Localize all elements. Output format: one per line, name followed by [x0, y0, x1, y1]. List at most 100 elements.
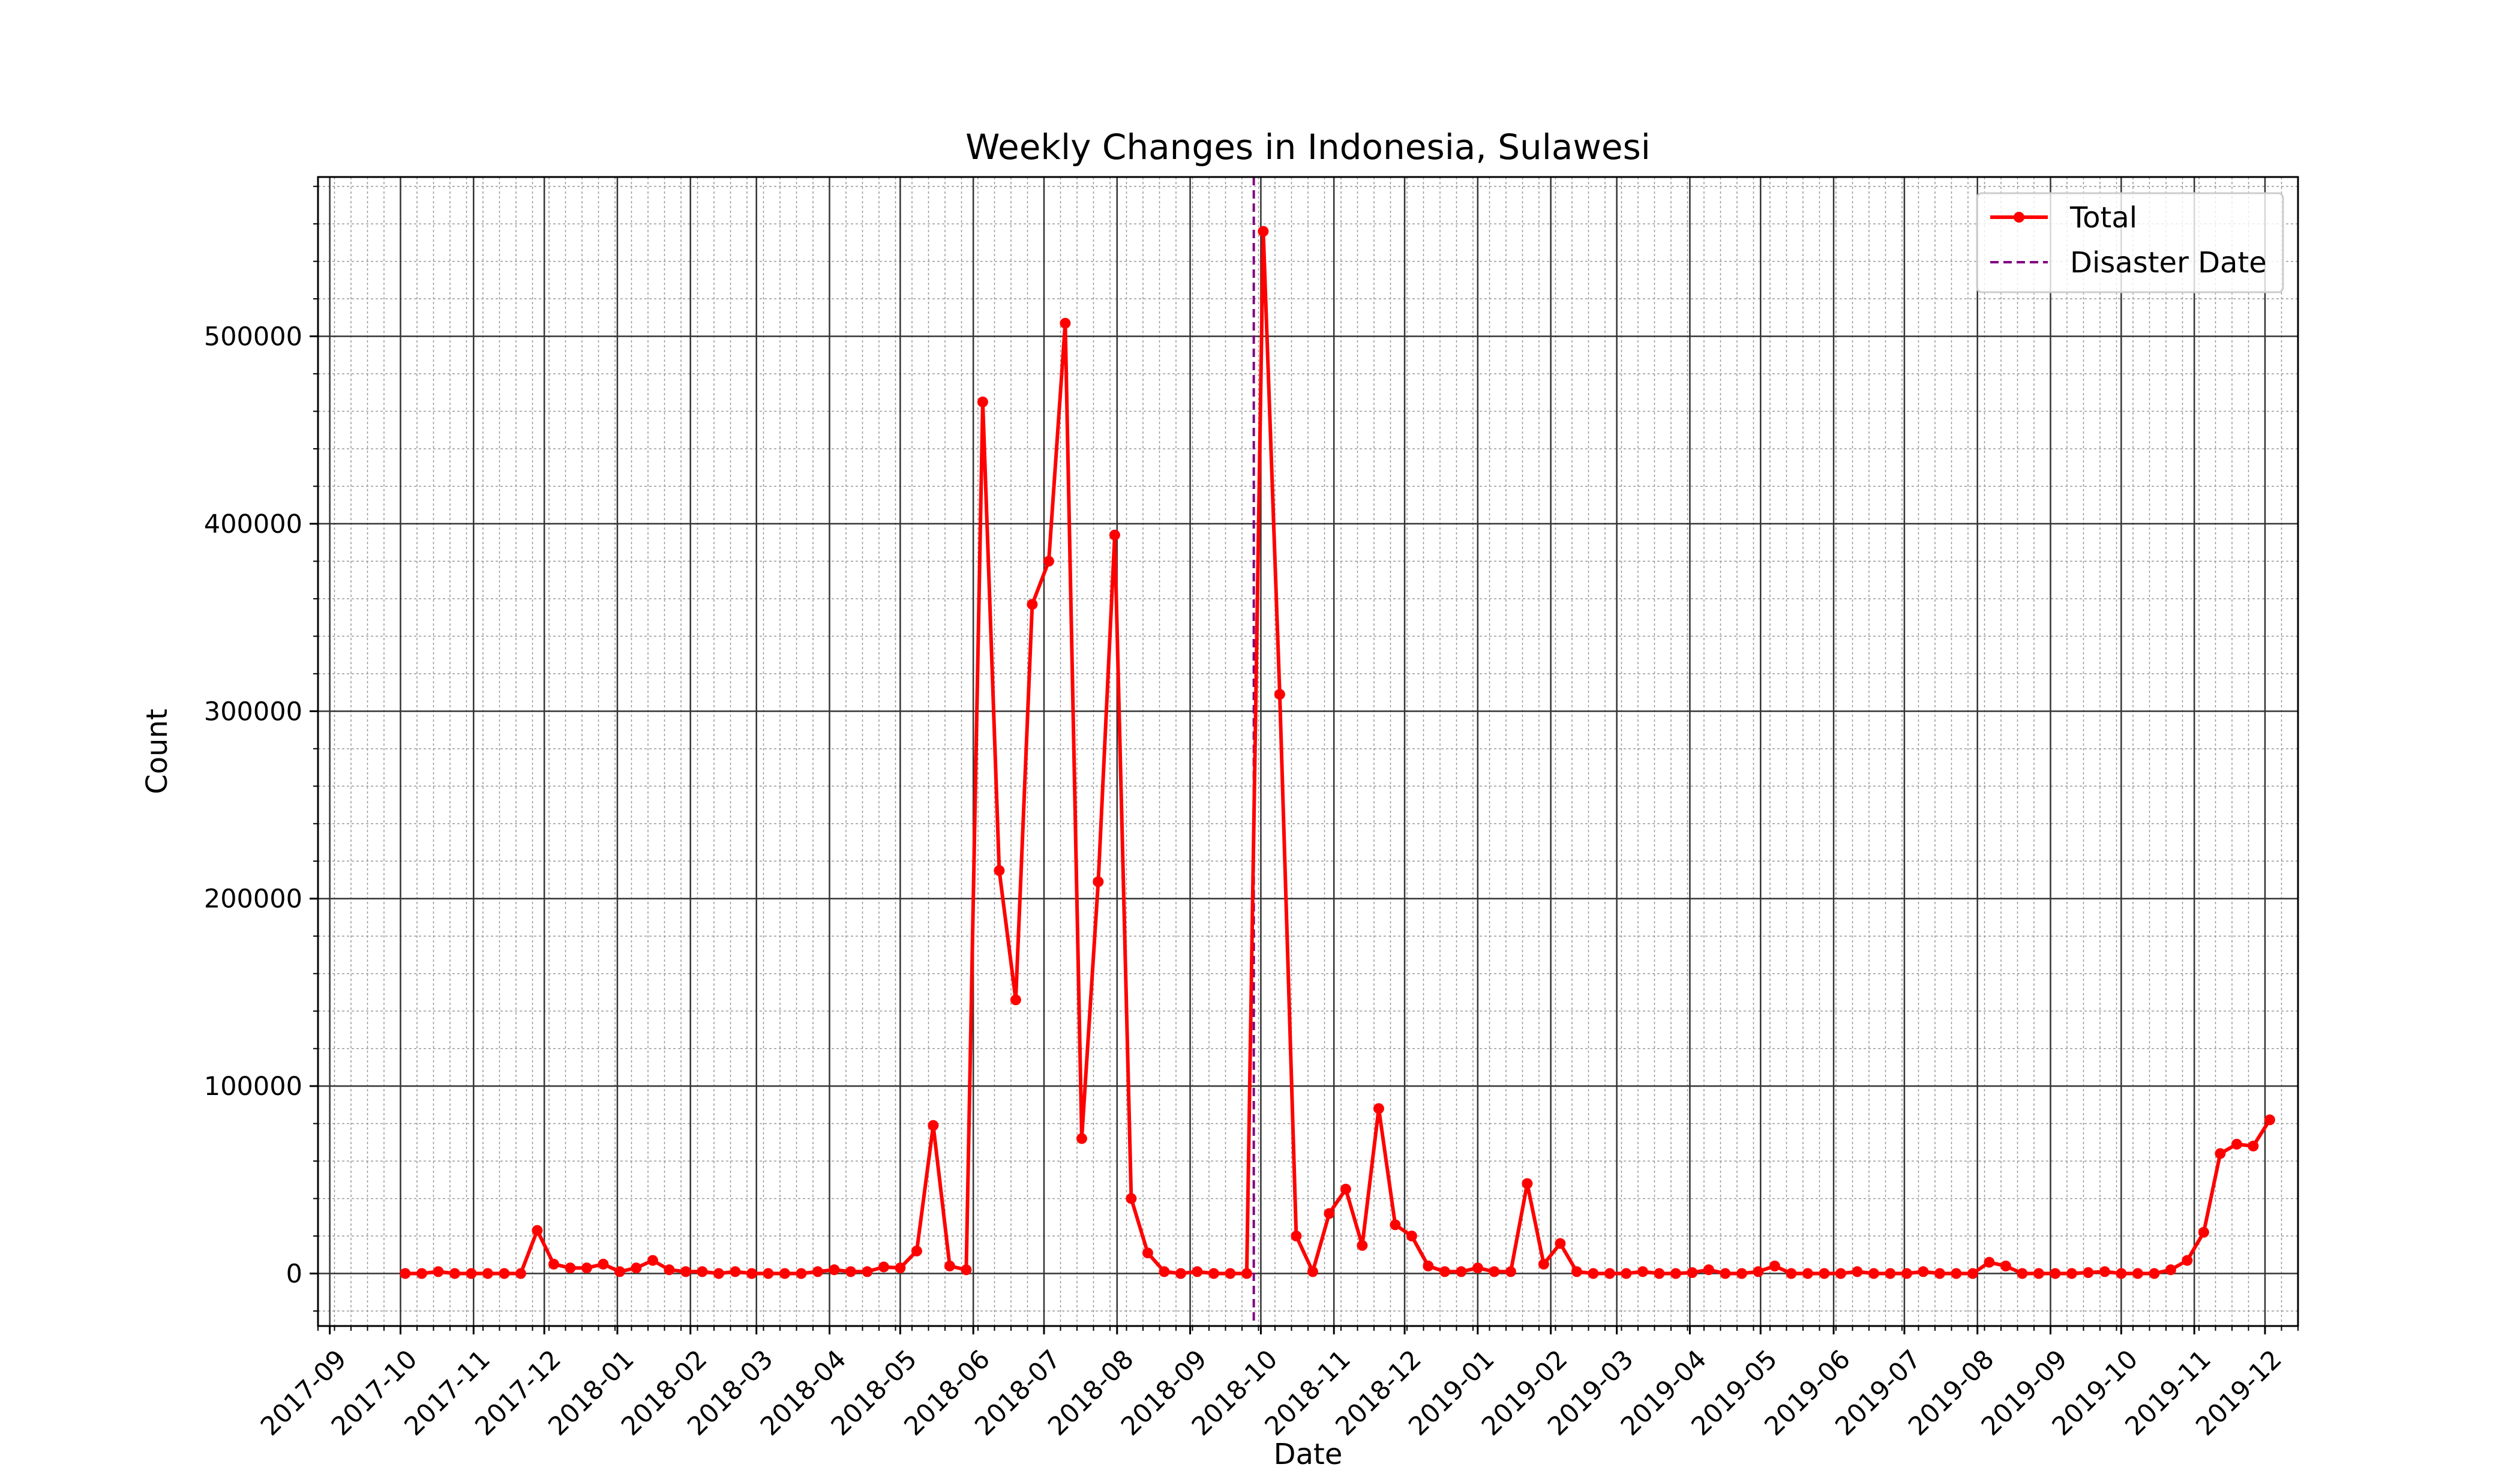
- data-point-total: [2198, 1226, 2209, 1238]
- data-point-total: [2000, 1261, 2011, 1271]
- data-point-total: [746, 1268, 757, 1279]
- data-point-total: [548, 1258, 559, 1270]
- data-point-total: [1934, 1268, 1945, 1279]
- data-point-total: [1538, 1258, 1549, 1270]
- data-point-total: [1522, 1178, 1533, 1189]
- data-point-total: [2231, 1139, 2242, 1150]
- data-point-total: [565, 1262, 576, 1274]
- data-point-total: [1357, 1240, 1368, 1251]
- data-point-total: [1093, 876, 1104, 887]
- y-tick-label: 0: [286, 1259, 302, 1289]
- y-tick-label: 100000: [204, 1072, 302, 1102]
- data-point-total: [482, 1268, 493, 1279]
- data-point-total: [532, 1225, 543, 1236]
- data-point-total: [2050, 1268, 2061, 1279]
- data-point-total: [1439, 1266, 1450, 1277]
- data-point-total: [1835, 1268, 1846, 1279]
- data-point-total: [1307, 1266, 1318, 1277]
- data-point-total: [944, 1261, 955, 1271]
- data-point-total: [515, 1268, 526, 1279]
- data-point-total: [862, 1266, 873, 1277]
- data-point-total: [1208, 1268, 1219, 1279]
- data-point-total: [1291, 1231, 1302, 1241]
- data-point-total: [763, 1268, 774, 1279]
- data-point-total: [1489, 1266, 1500, 1277]
- data-point-total: [928, 1120, 939, 1131]
- data-point-total: [895, 1262, 906, 1274]
- data-point-total: [1852, 1266, 1863, 1277]
- data-point-total: [1423, 1261, 1434, 1271]
- data-point-total: [1505, 1266, 1516, 1277]
- data-point-total: [664, 1264, 675, 1276]
- data-point-total: [1373, 1103, 1384, 1114]
- data-point-total: [2083, 1267, 2094, 1278]
- data-point-total: [1472, 1262, 1483, 1274]
- data-point-total: [730, 1266, 741, 1277]
- data-point-total: [994, 865, 1005, 876]
- data-point-total: [1802, 1268, 1813, 1279]
- y-axis-label: Count: [140, 709, 174, 794]
- data-point-total: [680, 1266, 691, 1277]
- data-point-total: [1604, 1268, 1615, 1279]
- data-point-total: [2033, 1268, 2044, 1279]
- data-point-total: [796, 1268, 807, 1279]
- data-point-total: [1819, 1268, 1830, 1279]
- data-point-total: [400, 1268, 411, 1279]
- data-point-total: [1984, 1256, 1995, 1268]
- y-tick-label: 200000: [204, 884, 302, 914]
- data-point-total: [1571, 1266, 1582, 1277]
- data-point-total: [845, 1266, 856, 1277]
- data-point-total: [1786, 1268, 1797, 1279]
- data-point-total: [1159, 1266, 1170, 1277]
- legend-box: [1976, 192, 2284, 293]
- data-point-total: [2264, 1114, 2275, 1126]
- legend-marker-total: [2014, 212, 2024, 223]
- data-point-total: [1258, 226, 1269, 237]
- data-point-total: [1769, 1261, 1780, 1271]
- data-point-total: [449, 1268, 460, 1279]
- data-point-total: [911, 1246, 922, 1256]
- data-point-total: [1951, 1268, 1962, 1279]
- plot-area: [400, 177, 2275, 1326]
- data-point-total: [1885, 1268, 1896, 1279]
- legend-label-disaster-date: Disaster Date: [2070, 246, 2267, 280]
- data-point-total: [2182, 1255, 2193, 1266]
- y-tick-label: 500000: [204, 322, 302, 352]
- data-point-total: [1918, 1266, 1929, 1277]
- data-point-total: [581, 1262, 592, 1274]
- data-point-total: [1654, 1268, 1665, 1279]
- data-point-total: [1043, 556, 1054, 567]
- data-point-total: [1142, 1247, 1153, 1259]
- data-point-total: [2149, 1268, 2160, 1279]
- data-point-total: [1010, 994, 1021, 1006]
- axes: 01000002000003000004000005000002017-0920…: [204, 185, 2299, 1442]
- data-point-total: [1324, 1208, 1335, 1219]
- data-point-total: [812, 1266, 823, 1277]
- data-point-total: [1736, 1268, 1747, 1279]
- data-point-total: [1225, 1268, 1236, 1279]
- data-point-total: [2165, 1264, 2176, 1276]
- data-point-total: [779, 1268, 790, 1279]
- data-point-total: [1703, 1264, 1714, 1276]
- grid-lines: [317, 177, 2299, 1326]
- data-point-total: [2248, 1141, 2259, 1152]
- data-point-total: [499, 1268, 510, 1279]
- data-point-total: [1621, 1268, 1632, 1279]
- data-point-total: [1687, 1267, 1698, 1278]
- data-point-total: [2132, 1268, 2143, 1279]
- data-point-total: [2099, 1266, 2110, 1277]
- legend: Total Disaster Date: [1976, 192, 2284, 293]
- data-point-total: [631, 1262, 642, 1274]
- data-point-total: [1406, 1231, 1417, 1241]
- data-point-total: [1192, 1266, 1203, 1277]
- data-point-total: [1340, 1183, 1351, 1195]
- data-point-total: [1753, 1266, 1764, 1277]
- data-point-total: [1967, 1268, 1978, 1279]
- chart-title: Weekly Changes in Indonesia, Sulawesi: [965, 127, 1651, 167]
- data-point-total: [829, 1264, 840, 1276]
- data-point-total: [1076, 1133, 1087, 1144]
- data-point-total: [416, 1268, 427, 1279]
- data-point-total: [1720, 1268, 1731, 1279]
- data-point-total: [878, 1261, 889, 1273]
- data-point-total: [977, 396, 988, 407]
